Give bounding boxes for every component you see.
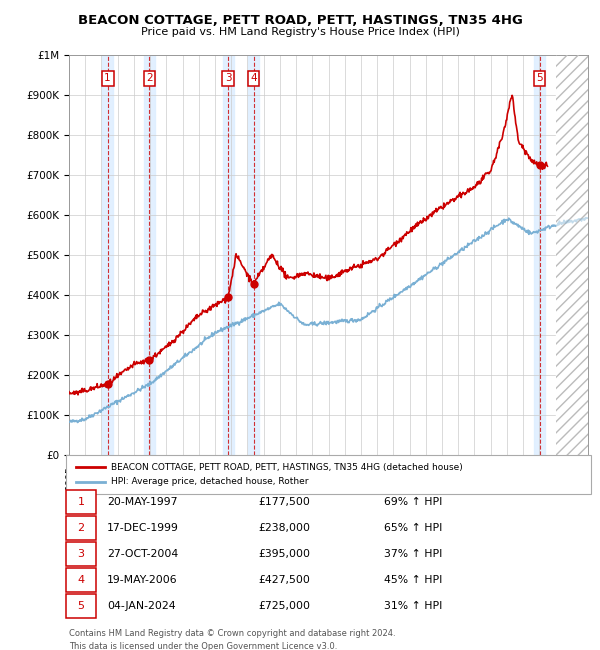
- Bar: [534, 55, 545, 455]
- Text: £238,000: £238,000: [258, 523, 310, 533]
- Text: 2: 2: [77, 523, 85, 533]
- Text: 5: 5: [536, 73, 543, 83]
- Text: £177,500: £177,500: [258, 497, 310, 507]
- Text: 19-MAY-2006: 19-MAY-2006: [107, 575, 178, 585]
- Text: This data is licensed under the Open Government Licence v3.0.: This data is licensed under the Open Gov…: [69, 642, 337, 650]
- Text: 1: 1: [77, 497, 85, 507]
- Bar: [102, 55, 113, 455]
- Bar: [144, 55, 155, 455]
- Text: 1: 1: [104, 73, 111, 83]
- Text: £395,000: £395,000: [258, 549, 310, 559]
- Bar: [248, 55, 259, 455]
- Text: BEACON COTTAGE, PETT ROAD, PETT, HASTINGS, TN35 4HG: BEACON COTTAGE, PETT ROAD, PETT, HASTING…: [77, 14, 523, 27]
- Text: 27-OCT-2004: 27-OCT-2004: [107, 549, 178, 559]
- Text: 04-JAN-2024: 04-JAN-2024: [107, 601, 175, 611]
- Text: 20-MAY-1997: 20-MAY-1997: [107, 497, 178, 507]
- Text: £725,000: £725,000: [258, 601, 310, 611]
- Text: 45% ↑ HPI: 45% ↑ HPI: [384, 575, 442, 585]
- Text: 3: 3: [77, 549, 85, 559]
- Text: 37% ↑ HPI: 37% ↑ HPI: [384, 549, 442, 559]
- Bar: [556, 55, 588, 455]
- Text: 69% ↑ HPI: 69% ↑ HPI: [384, 497, 442, 507]
- Text: 17-DEC-1999: 17-DEC-1999: [107, 523, 179, 533]
- Text: 2: 2: [146, 73, 153, 83]
- Text: Price paid vs. HM Land Registry's House Price Index (HPI): Price paid vs. HM Land Registry's House …: [140, 27, 460, 37]
- Text: £427,500: £427,500: [258, 575, 310, 585]
- Text: 5: 5: [77, 601, 85, 611]
- Text: BEACON COTTAGE, PETT ROAD, PETT, HASTINGS, TN35 4HG (detached house): BEACON COTTAGE, PETT ROAD, PETT, HASTING…: [111, 463, 463, 472]
- Text: 3: 3: [225, 73, 232, 83]
- Text: 65% ↑ HPI: 65% ↑ HPI: [384, 523, 442, 533]
- Text: 4: 4: [77, 575, 85, 585]
- Text: Contains HM Land Registry data © Crown copyright and database right 2024.: Contains HM Land Registry data © Crown c…: [69, 629, 395, 638]
- Text: HPI: Average price, detached house, Rother: HPI: Average price, detached house, Roth…: [111, 477, 308, 486]
- Text: 4: 4: [250, 73, 257, 83]
- Text: 31% ↑ HPI: 31% ↑ HPI: [384, 601, 442, 611]
- Bar: [223, 55, 234, 455]
